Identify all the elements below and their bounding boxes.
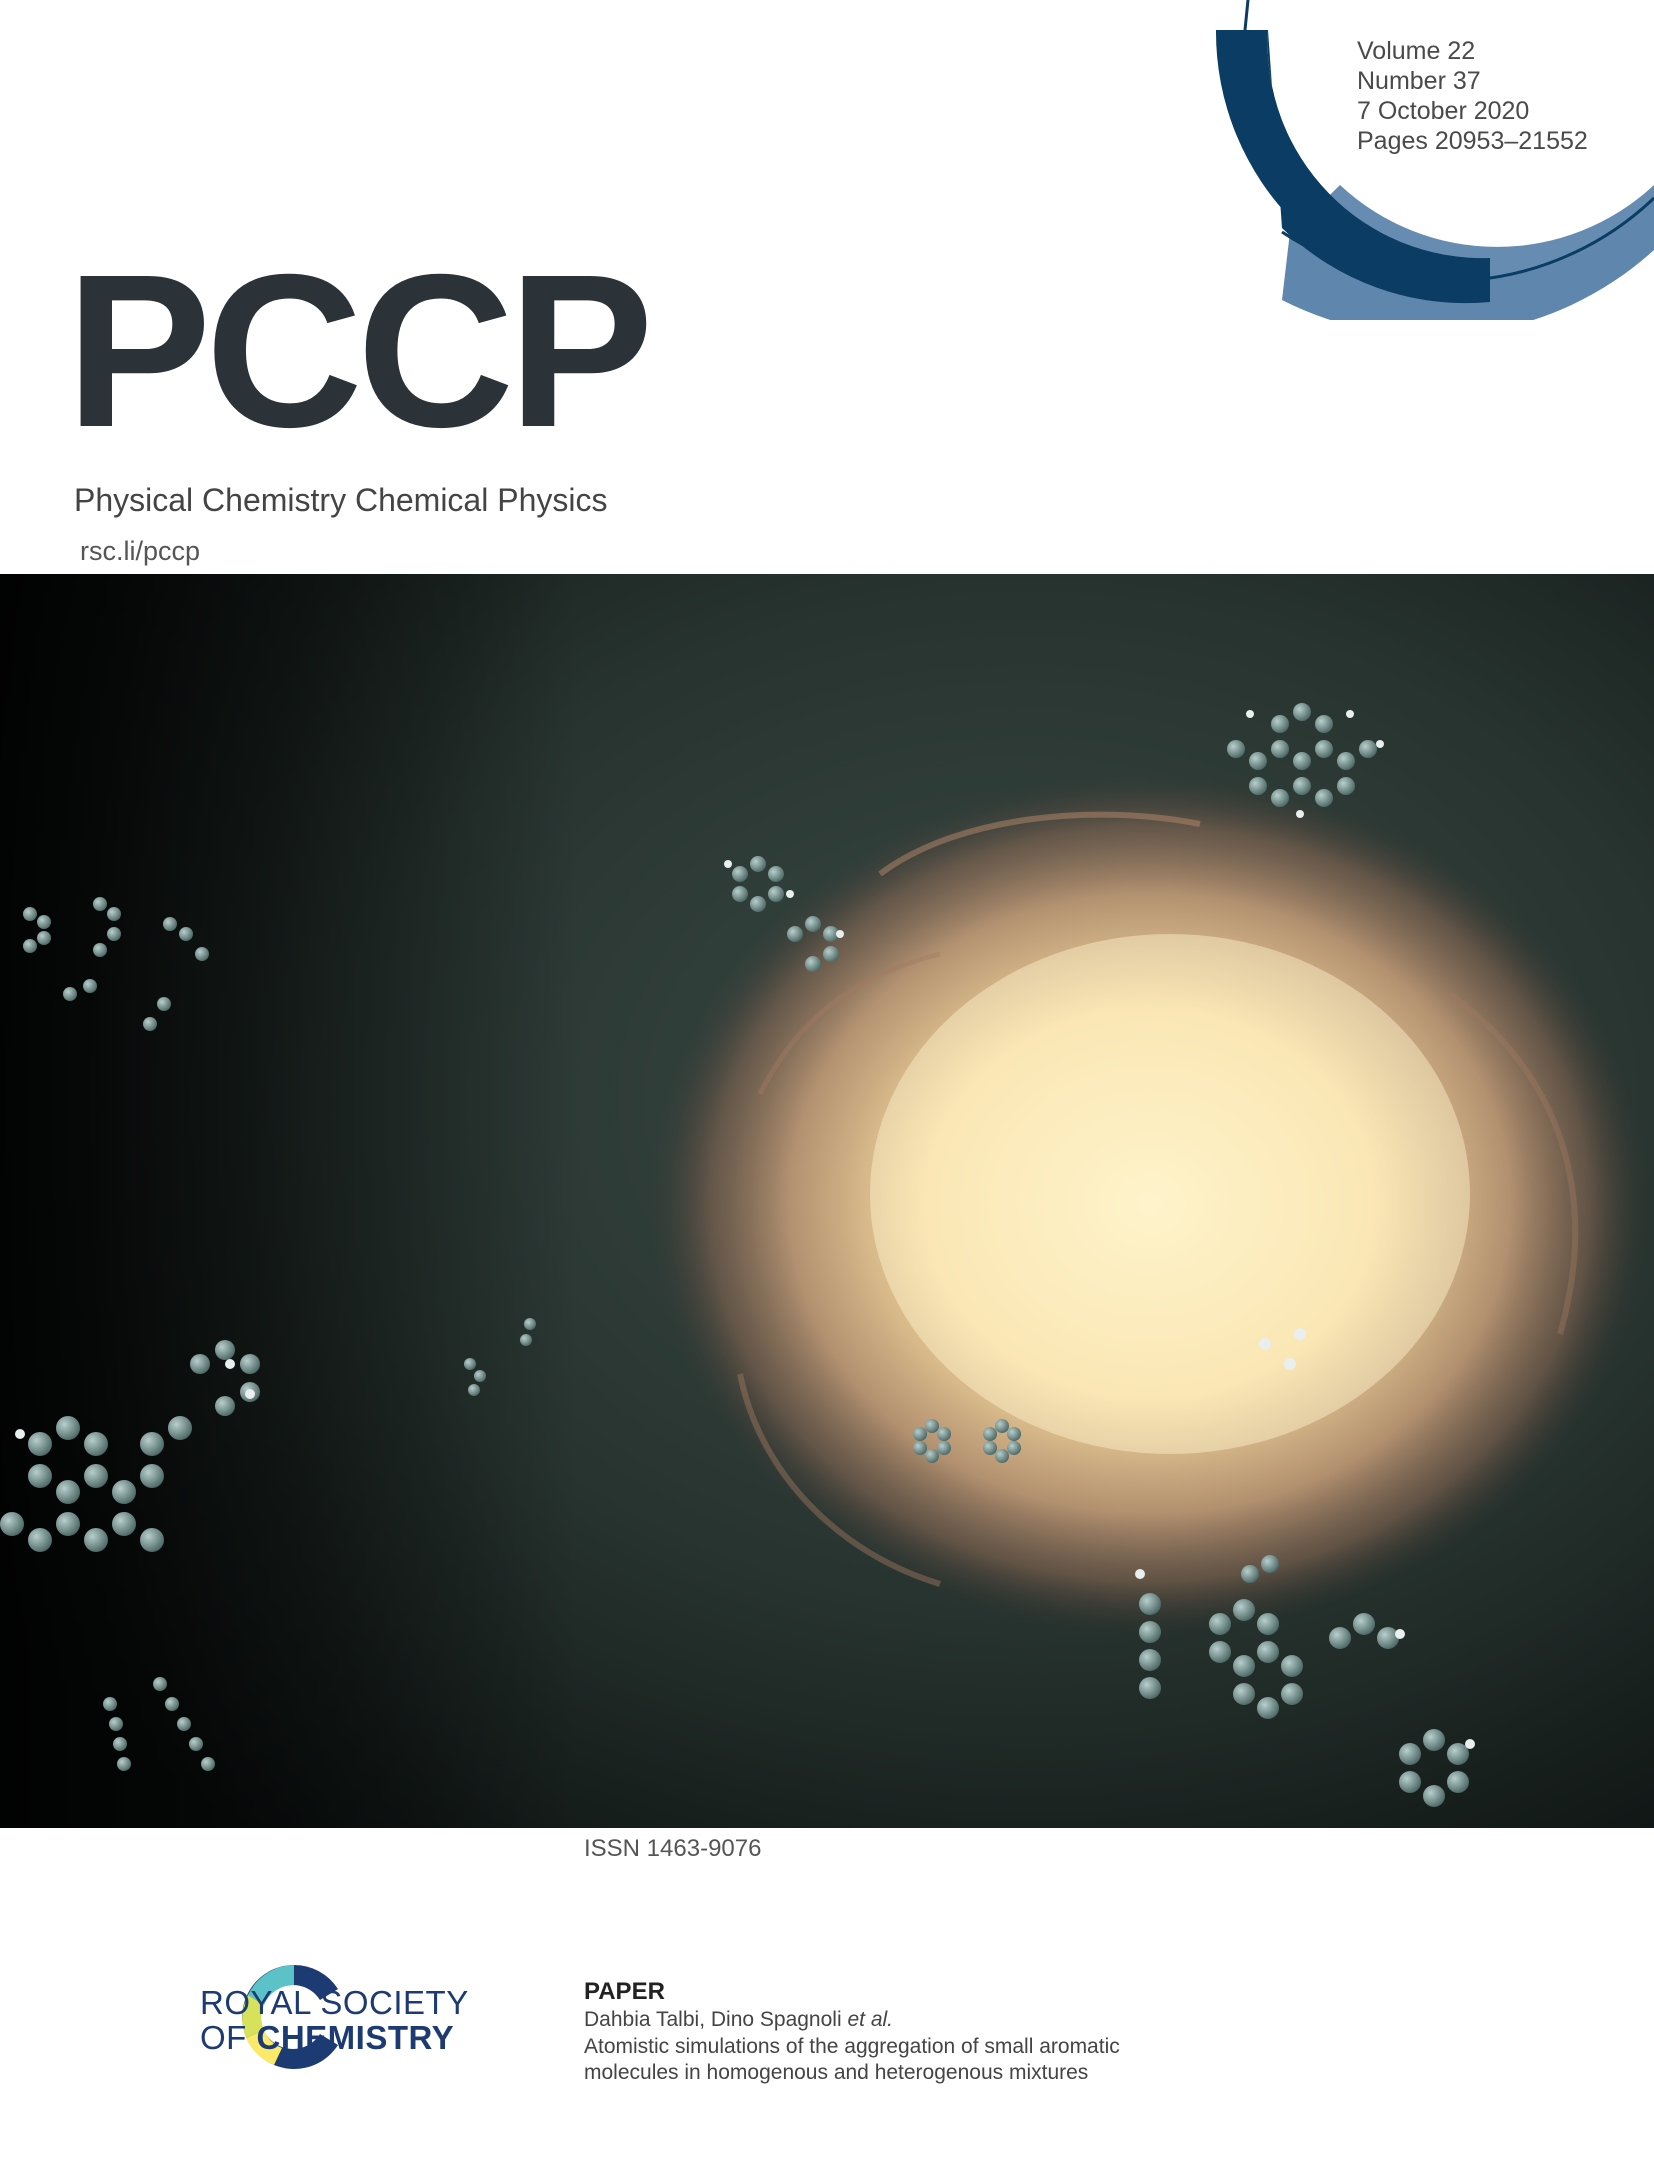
publisher-name-line1: ROYAL SOCIETY (200, 1984, 469, 2021)
issn: ISSN 1463-9076 (584, 1835, 762, 1862)
issue-pages: Pages 20953–21552 (1357, 127, 1588, 155)
journal-full-name: Physical Chemistry Chemical Physics (74, 482, 608, 518)
article-title-line1: Atomistic simulations of the aggregation… (584, 2035, 1120, 2058)
article-title-line2: molecules in homogenous and heterogenous… (584, 2061, 1089, 2084)
issue-number: Number 37 (1357, 67, 1481, 95)
cover-rings-graphic (1215, 0, 1654, 320)
issue-volume: Volume 22 (1357, 37, 1476, 65)
publisher-name-line2-bold: CHEMISTRY (256, 2019, 455, 2056)
publisher-name-line2-prefix: OF (200, 2019, 257, 2056)
article-type: PAPER (584, 1978, 665, 2005)
article-authors: Dahbia Talbi, Dino Spagnoli et al. (584, 2007, 893, 2033)
journal-url[interactable]: rsc.li/pccp (80, 536, 201, 566)
journal-logo: PCCP (66, 230, 654, 473)
issue-date: 7 October 2020 (1357, 97, 1530, 125)
rsc-emblem-icon (242, 1964, 338, 2069)
article-authors-main: Dahbia Talbi, Dino Spagnoli (584, 2008, 848, 2031)
cover-art-image (0, 574, 1654, 1828)
article-authors-etal: et al. (847, 2008, 893, 2031)
publisher-name-line2: OF CHEMISTRY (200, 2020, 454, 2056)
issue-info: Volume 22 Number 37 7 October 2020 Pages… (1357, 36, 1588, 156)
